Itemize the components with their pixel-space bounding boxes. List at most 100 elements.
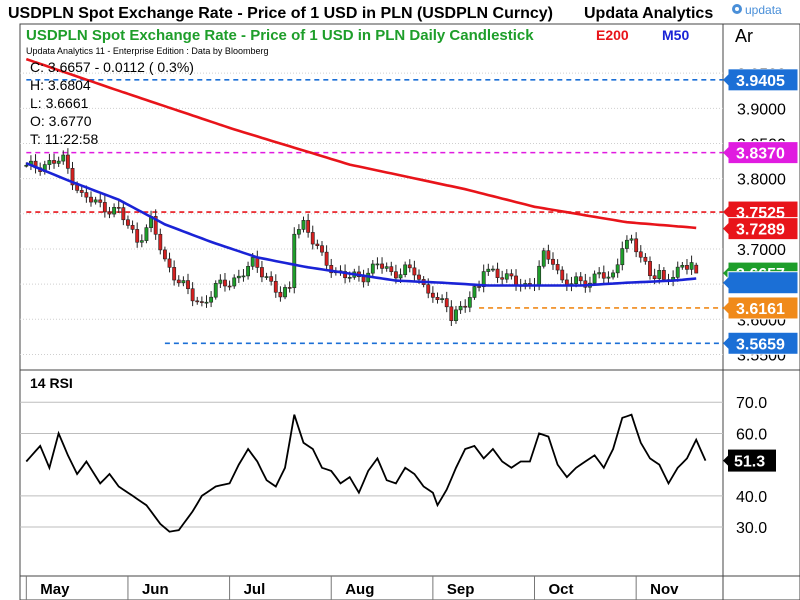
candle [273,274,278,298]
candle [121,200,126,226]
rsi-tick-labels: 70.0 60.0 40.0 30.0 51.3 [723,395,776,537]
candle [504,269,509,283]
updata-logo: updata [732,3,782,17]
candle [380,257,384,274]
candle [491,265,495,273]
price-tag-label: 3.8370 [736,146,785,163]
rsi-panel-label: 14 RSI [30,375,73,391]
candle [306,213,311,238]
candle [615,258,620,278]
candle [509,269,514,280]
candle [269,271,274,286]
candle [292,227,297,294]
candle [56,156,61,167]
candle [227,280,232,291]
candle [620,241,625,271]
candle [213,280,218,300]
candle [472,283,477,300]
price-grid [20,72,723,355]
candle [449,300,454,326]
candle [324,245,329,271]
rsi-grid [20,401,723,528]
candle [126,215,130,229]
candle [93,196,98,205]
candle [158,228,163,255]
candle [310,225,315,250]
candle [541,247,546,269]
candle [176,275,181,287]
candle [643,253,648,265]
candle [260,260,264,283]
candle [685,259,689,275]
candle [546,244,551,265]
candle [320,241,324,256]
candle [624,235,629,253]
candle [135,222,140,248]
x-axis-area [19,575,724,600]
candle [102,195,107,218]
candle [500,270,505,285]
candle [689,255,694,275]
candle [648,256,652,280]
candle [384,262,389,272]
candle [98,193,103,208]
rsi-tick-label: 40.0 [736,489,767,506]
candle [634,232,639,258]
candle [61,150,66,165]
candle [65,148,70,174]
candle [430,286,435,303]
price-tick-label: 3.7000 [737,242,786,259]
legend-m50: M50 [662,27,689,43]
candle [278,286,283,302]
candle [407,259,412,273]
candle [680,261,685,270]
candle [601,265,606,284]
candle [467,291,472,313]
ohlc-open: O: 3.6770 [30,113,92,129]
candle [112,203,117,218]
candle [412,260,417,281]
candle [241,269,246,282]
candle [611,269,615,280]
rsi-tick-label: 60.0 [736,426,767,443]
ohlc-time: T: 11:22:58 [30,131,98,147]
brand-name: Updata Analytics [584,5,713,22]
candle [190,282,195,307]
candle [70,161,75,191]
candle [144,224,149,244]
price-tag-label: 3.7289 [736,222,785,239]
candle [315,239,320,250]
candle [551,252,555,270]
x-tick-label: Aug [345,581,374,598]
price-tag: 3.7289 [723,217,799,241]
price-tag: 3.8370 [723,141,799,165]
candle [195,296,200,305]
candle [218,274,223,288]
candle [454,305,458,324]
price-tick-label: 3.8000 [737,172,786,189]
x-tick-label: Jun [142,581,169,598]
candle [130,220,135,234]
candle [389,261,394,276]
axis-unit-label: Ar [735,26,753,46]
price-panel [19,23,724,371]
rsi-current-label: 51.3 [734,454,765,471]
legend-e200: E200 [596,27,629,43]
candle [47,153,52,170]
rsi-axis-area [722,369,800,577]
candle [223,272,227,292]
candle [153,209,158,240]
candle [661,267,666,283]
moving-averages [25,57,697,287]
candle [375,257,380,270]
updata-logo-text: updata [745,3,782,17]
candle [236,269,241,283]
candle [172,260,177,286]
candle [107,206,112,219]
m50-line [25,161,697,287]
candle [694,262,699,274]
candle [301,216,306,233]
candle [486,263,491,276]
candle [181,276,186,287]
